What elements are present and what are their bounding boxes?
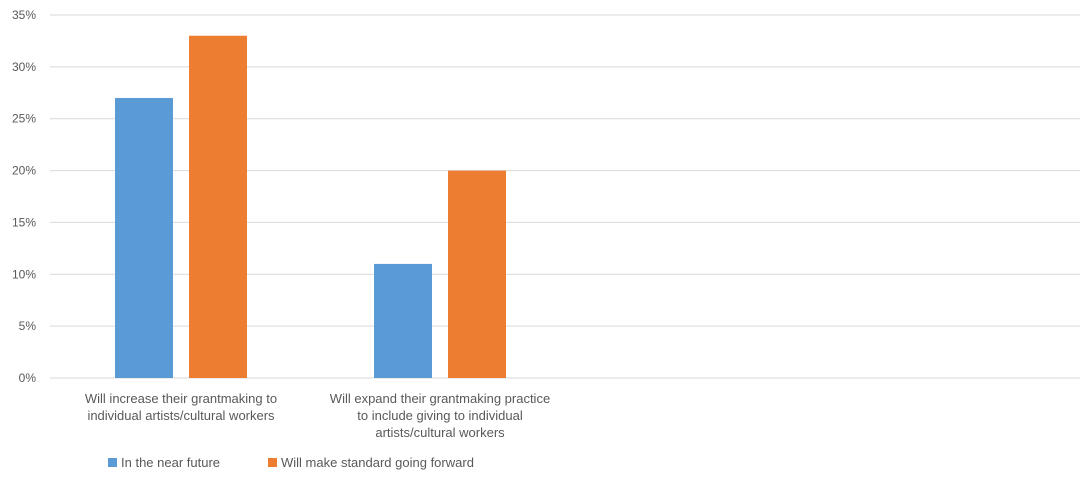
- y-axis-ticks: 0% 5% 10% 15% 20% 25% 30% 35%: [12, 8, 36, 385]
- bar: [115, 97, 173, 378]
- x-category-label: Will expand their grantmaking practice to…: [330, 391, 550, 440]
- legend-swatch: [268, 458, 277, 467]
- y-tick-label: 35%: [12, 8, 36, 22]
- y-tick-label: 25%: [12, 112, 36, 126]
- y-tick-label: 30%: [12, 60, 36, 74]
- x-category-label-line: to include giving to individual: [357, 408, 523, 423]
- x-category-label: Will increase their grantmaking to indivi…: [85, 391, 277, 423]
- x-category-label-line: Will increase their grantmaking to: [85, 391, 277, 406]
- x-category-label-line: artists/cultural workers: [375, 425, 505, 440]
- bar: [374, 263, 432, 378]
- y-tick-label: 15%: [12, 215, 36, 229]
- y-tick-label: 0%: [19, 371, 37, 385]
- legend-swatch: [108, 458, 117, 467]
- bar: [448, 170, 506, 378]
- legend-label: Will make standard going forward: [281, 455, 474, 470]
- bars: [115, 35, 506, 378]
- x-axis-category-labels: Will increase their grantmaking to indivi…: [85, 391, 550, 440]
- x-category-label-line: Will expand their grantmaking practice: [330, 391, 550, 406]
- x-category-label-line: individual artists/cultural workers: [87, 408, 275, 423]
- legend-label: In the near future: [121, 455, 220, 470]
- bar: [189, 35, 247, 378]
- y-tick-label: 5%: [19, 319, 37, 333]
- y-tick-label: 20%: [12, 164, 36, 178]
- legend: In the near future Will make standard goi…: [108, 455, 474, 470]
- y-tick-label: 10%: [12, 267, 36, 281]
